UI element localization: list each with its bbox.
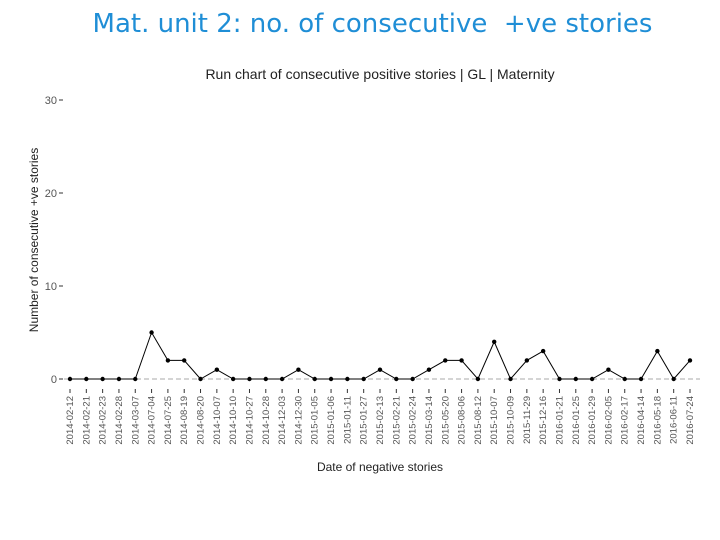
- x-tick-label: 2016-02-05: [603, 396, 614, 445]
- data-point: [492, 339, 497, 344]
- x-tick-label: 2015-05-20: [440, 396, 451, 445]
- data-point: [100, 376, 105, 382]
- data-point: [165, 358, 171, 363]
- x-tick-label: 2015-02-13: [375, 396, 386, 445]
- data-point: [687, 358, 693, 363]
- y-tick-label: 10: [45, 281, 57, 293]
- x-tick-label: 2014-03-07: [130, 396, 141, 445]
- data-point: [475, 376, 481, 382]
- x-tick-label: 2014-10-10: [228, 396, 239, 445]
- data-point: [230, 376, 236, 382]
- chart-title: Run chart of consecutive positive storie…: [205, 66, 554, 82]
- data-point: [247, 376, 252, 382]
- x-tick-label: 2016-01-29: [587, 396, 598, 445]
- x-tick-label: 2016-02-17: [620, 396, 631, 445]
- y-tick-label: 30: [45, 95, 57, 107]
- x-tick-label: 2015-08-12: [473, 396, 484, 445]
- data-point: [116, 376, 122, 382]
- data-point: [84, 376, 89, 382]
- x-tick-label: 2014-02-23: [98, 396, 109, 445]
- data-points: [67, 330, 693, 382]
- x-tick-label: 2016-01-21: [554, 396, 565, 445]
- x-tick-label: 2015-11-29: [522, 396, 533, 444]
- data-point: [606, 367, 611, 372]
- data-point: [149, 330, 154, 335]
- x-tick-label: 2014-02-21: [81, 396, 92, 445]
- x-tick-label: 2014-07-04: [147, 396, 158, 445]
- y-tick-label: 0: [51, 374, 57, 386]
- data-point: [279, 376, 285, 382]
- data-point: [328, 376, 334, 382]
- data-point: [557, 376, 562, 382]
- data-point: [655, 348, 660, 354]
- x-tick-label: 2014-12-30: [293, 396, 304, 445]
- data-point: [361, 376, 366, 382]
- x-tick-label: 2015-08-06: [457, 396, 468, 445]
- slide-title: Mat. unit 2: no. of consecutive +ve stor…: [92, 9, 653, 39]
- data-point: [671, 376, 676, 382]
- x-tick-label: 2014-10-27: [244, 396, 255, 445]
- data-point: [622, 376, 627, 382]
- data-point: [133, 376, 138, 382]
- y-axis: 0 10 20 30: [45, 95, 63, 386]
- x-tick-label: 2015-02-21: [391, 396, 402, 445]
- data-point: [443, 358, 448, 363]
- x-tick-label: 2015-01-05: [310, 396, 321, 445]
- x-tick-label: 2015-02-24: [408, 396, 419, 445]
- x-tick-label: 2015-01-06: [326, 396, 337, 445]
- data-point: [524, 358, 530, 363]
- x-tick-label: 2016-04-14: [636, 396, 647, 445]
- data-point: [459, 358, 464, 363]
- data-point: [589, 376, 595, 382]
- x-tick-label: 2014-02-28: [114, 396, 125, 445]
- data-point: [67, 376, 73, 382]
- data-point: [296, 367, 301, 372]
- data-point: [312, 376, 317, 382]
- x-tick-label: 2014-07-25: [163, 396, 174, 445]
- x-tick-label: 2014-12-03: [277, 396, 288, 445]
- y-axis-label: Number of consecutive +ve stories: [27, 148, 41, 332]
- x-tick-label: 2014-10-07: [212, 396, 223, 445]
- data-point: [540, 348, 546, 354]
- x-tick-label: 2015-10-07: [489, 396, 500, 445]
- x-tick-label: 2016-05-18: [652, 396, 663, 445]
- data-point: [573, 376, 578, 382]
- y-tick-label: 20: [45, 188, 57, 200]
- x-tick-label: 2016-01-25: [571, 396, 582, 445]
- x-tick-label: 2014-02-12: [65, 396, 76, 445]
- x-tick-label: 2015-01-27: [359, 396, 370, 445]
- x-tick-label: 2014-08-19: [179, 396, 190, 445]
- data-point: [410, 376, 415, 382]
- data-point: [508, 376, 513, 382]
- x-tick-label: 2014-10-28: [261, 396, 272, 445]
- data-point: [198, 376, 203, 382]
- data-point: [345, 376, 350, 382]
- data-point: [377, 367, 383, 372]
- x-tick-label: 2015-10-09: [506, 396, 517, 445]
- series-line: [70, 331, 691, 380]
- x-tick-label: 2016-06-11: [669, 396, 680, 444]
- data-point: [214, 367, 220, 372]
- data-point: [638, 376, 644, 382]
- data-point: [263, 376, 268, 382]
- x-tick-label: 2016-07-24: [685, 396, 696, 445]
- x-axis-label: Date of negative stories: [317, 460, 443, 474]
- x-tick-label: 2015-12-16: [538, 396, 549, 445]
- data-point: [182, 358, 187, 363]
- x-tick-label: 2015-01-11: [342, 396, 353, 444]
- data-point: [394, 376, 399, 382]
- x-tick-label: 2014-08-20: [196, 396, 207, 445]
- x-axis-ticks: 2014-02-12 2014-02-21 2014-02-23 2014-02-28…: [65, 389, 696, 445]
- data-point: [426, 367, 432, 372]
- x-tick-label: 2015-03-14: [424, 396, 435, 445]
